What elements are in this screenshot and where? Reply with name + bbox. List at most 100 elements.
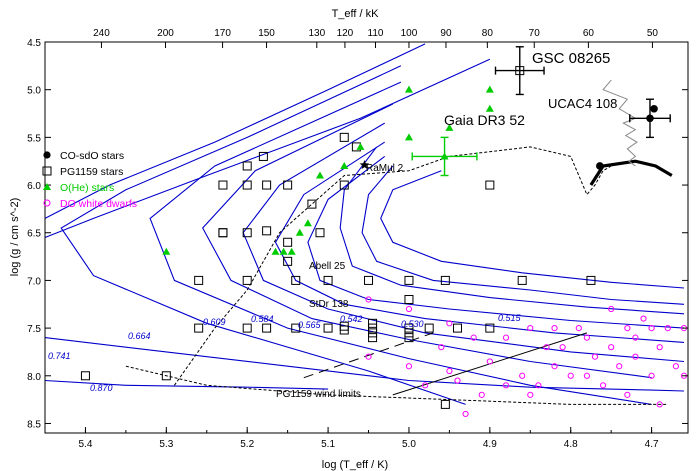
data-points [80,66,688,418]
y-tick-label-4: 6.5 [27,229,41,240]
point-s1-8 [242,180,252,190]
point-s3-40 [559,344,566,351]
track-label-0542: 0.542 [340,314,363,324]
point-s1-39 [404,333,414,343]
x-axis-label: log (T_eff / K) [322,459,388,471]
point-s2-5 [303,219,312,227]
point-s1-13 [262,180,272,190]
point-s1-21 [307,199,317,209]
point-s1-32 [368,323,378,333]
point-s2-6 [315,171,324,179]
track-label-0870: 0.870 [90,383,113,393]
point-s2-7 [340,161,349,169]
legend-label-pg1159: PG1159 stars [60,166,123,178]
point-s1-9 [242,228,252,238]
label-stdr: StDr 138 [309,299,349,310]
point-s3-43 [422,382,429,389]
top-tick-label-7: 100 [401,28,418,39]
x-tick-label-6: 4.8 [564,439,578,450]
track-label-0609: 0.609 [203,317,226,327]
point-s1-47 [586,275,596,285]
point-s1-17 [283,237,293,247]
point-s1-20 [291,323,301,333]
point-s2-11 [445,123,454,131]
top-tick-label-5: 120 [337,28,354,39]
track-8 [339,146,685,315]
point-s1-34 [368,333,378,343]
top-tick-label-9: 80 [482,28,494,39]
ramul-star-marker [359,160,370,170]
point-s1-7 [242,161,252,171]
top-tick-label-12: 50 [647,28,659,39]
y-tick-label-0: 4.5 [27,38,41,49]
legend: CO-sdO stars PG1159 stars O(He) stars DO… [42,150,137,210]
point-s3-0 [365,296,372,303]
track-1 [44,43,426,219]
point-s3-8 [543,344,550,351]
x-tick-label-1: 5.3 [159,439,173,450]
point-s3-18 [567,372,574,379]
point-s3-9 [551,324,558,332]
point-s1-46 [517,275,527,285]
label-gaia: Gaia DR3 52 [444,112,525,128]
wind-limit-curve-upper [173,146,612,386]
top-tick-label-1: 200 [157,28,174,39]
point-s2-9 [404,85,413,93]
x-tick-label-4: 5.0 [402,439,416,450]
track-7 [307,155,685,329]
point-s3-10 [575,324,582,332]
point-s1-44 [485,180,495,190]
point-s1-19 [291,275,301,285]
point-s3-15 [648,324,655,332]
point-s0-0 [650,104,658,113]
top-tick-label-8: 90 [440,28,452,39]
point-s1-25 [339,132,349,142]
y-tick-label-1: 5.0 [27,86,41,97]
point-s1-14 [262,226,272,236]
track-3 [149,81,652,405]
point-s3-6 [502,334,510,341]
point-s1-26 [339,180,349,190]
y-tick-label-2: 5.5 [27,133,41,144]
point-s1-5 [218,228,228,238]
track-label-0515: 0.515 [498,313,522,323]
point-s3-21 [624,391,631,398]
point-s1-0 [80,371,90,381]
point-s1-16 [283,180,293,190]
point-s1-28 [339,325,349,335]
annotations: GSC 08265 UCAC4 108 Gaia DR3 52 RaMul 2 … [276,50,617,400]
point-s1-42 [440,399,450,409]
point-s0-2 [596,162,604,170]
track-label-0741: 0.741 [48,351,71,361]
point-s1-38 [404,328,414,338]
point-s3-22 [648,372,655,379]
point-s1-31 [368,318,378,328]
point-s3-23 [656,401,663,408]
point-s1-24 [323,323,333,333]
point-s1-6 [218,228,228,238]
point-s3-44 [438,344,445,351]
point-s3-11 [583,334,590,341]
top-tick-label-10: 70 [529,28,541,39]
point-s3-5 [470,334,477,341]
label-abell: Abell 25 [309,261,346,272]
x-tick-label-3: 5.1 [321,439,335,450]
point-s1-43 [452,323,462,333]
point-s2-12 [485,85,494,93]
point-s3-20 [599,382,607,389]
point-s3-7 [527,324,534,332]
top-tick-label-2: 170 [214,28,231,39]
top-axis-label: T_eff / kK [332,8,380,20]
point-s3-16 [664,324,671,332]
point-s2-13 [485,104,494,112]
co-sdo-grey-loops [602,79,638,167]
point-s1-12 [258,151,268,161]
top-tick-label-0: 240 [93,28,110,39]
point-s2-0 [162,247,171,255]
track-label-0584: 0.584 [251,314,274,324]
co-sdo-track [589,159,673,186]
y-tick-label-7: 8.0 [27,372,41,383]
track-10 [380,170,685,289]
point-s3-3 [405,363,413,370]
top-tick-label-11: 60 [583,28,595,39]
